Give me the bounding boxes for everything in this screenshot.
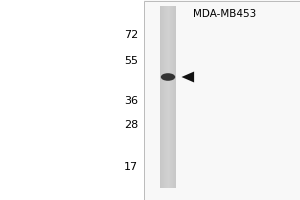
Bar xyxy=(173,6,174,188)
Bar xyxy=(169,6,170,188)
Bar xyxy=(165,6,166,188)
Bar xyxy=(170,6,171,188)
Text: 36: 36 xyxy=(124,96,138,106)
Bar xyxy=(144,0,300,200)
Bar xyxy=(171,6,172,188)
Bar xyxy=(160,6,176,188)
Polygon shape xyxy=(182,72,194,82)
Text: 72: 72 xyxy=(124,30,138,40)
Bar xyxy=(160,6,161,188)
Bar xyxy=(167,6,168,188)
Bar xyxy=(144,1,300,200)
Bar xyxy=(160,6,161,188)
Bar xyxy=(162,6,163,188)
Bar xyxy=(174,6,175,188)
Bar xyxy=(164,6,165,188)
Text: 17: 17 xyxy=(124,162,138,172)
Text: 28: 28 xyxy=(124,120,138,130)
Text: MDA-MB453: MDA-MB453 xyxy=(194,9,256,19)
Bar xyxy=(161,6,162,188)
Bar xyxy=(172,6,173,188)
Bar xyxy=(168,6,169,188)
Ellipse shape xyxy=(161,73,175,81)
Text: 55: 55 xyxy=(124,56,138,66)
Bar xyxy=(163,6,164,188)
